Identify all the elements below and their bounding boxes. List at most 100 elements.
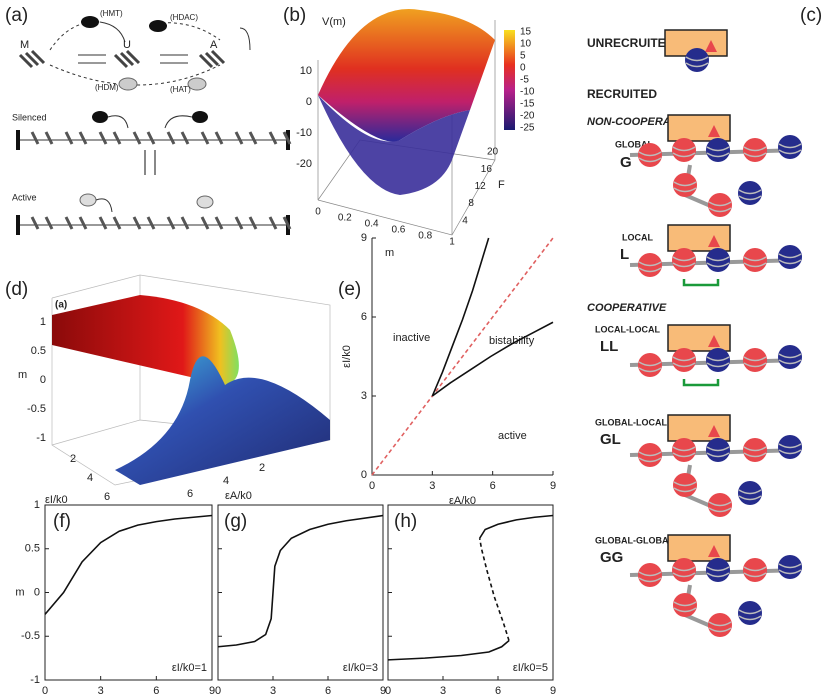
histone-stripe <box>708 621 732 633</box>
model-title: GLOBAL-LOCAL <box>595 417 667 427</box>
annotation: active <box>498 430 527 442</box>
colorbar-tick-label: -10 <box>520 87 535 98</box>
model-title: GLOBAL <box>615 139 653 149</box>
state-label: A <box>210 39 218 51</box>
panel-h: (h) <box>394 511 417 532</box>
histone-stripe <box>672 566 696 578</box>
nucleosomes <box>30 216 292 230</box>
reader-writer <box>667 114 731 142</box>
histone-stripe <box>706 356 730 368</box>
enzyme-label: (HAT) <box>170 85 191 94</box>
panel-c: (c) UNRECRUITED RECRUITED NON-COOPERATIV… <box>587 5 822 637</box>
histone-stripe <box>638 451 662 463</box>
section-title: UNRECRUITED <box>587 36 675 50</box>
x-tick-label: 0 <box>369 480 375 492</box>
model-label: GL <box>600 431 621 448</box>
histone-stripe <box>743 256 767 268</box>
annotation: bistability <box>489 335 535 347</box>
colorbar-tick-label: -25 <box>520 123 535 134</box>
panel-e: (e) inactive bistability active <box>338 279 535 442</box>
arrow <box>99 21 251 51</box>
model-label: L <box>620 246 629 263</box>
colorbar-tick-label: -20 <box>520 111 535 122</box>
y-tick-label: 8 <box>468 198 474 209</box>
histone-stripe <box>673 481 697 493</box>
nucleosomes <box>30 131 292 145</box>
histone-stripe <box>638 571 662 583</box>
curve <box>387 640 510 661</box>
contact <box>682 279 720 287</box>
row-label: Silenced <box>12 112 47 122</box>
histone-stripe <box>778 443 802 455</box>
colorbar-tick-label: -15 <box>520 99 535 110</box>
histone-stripe <box>672 146 696 158</box>
active-site <box>708 425 720 437</box>
enzyme <box>92 111 108 123</box>
y-tick-label: 0.5 <box>25 543 40 555</box>
inset-label: (a) <box>55 300 67 311</box>
reader-writer <box>667 324 731 352</box>
panel-label: (g) <box>224 511 247 532</box>
x-tick-label: 9 <box>550 685 556 697</box>
panel-label: (b) <box>283 5 306 26</box>
y-tick-label: 0 <box>361 469 367 481</box>
z-tick-label: -20 <box>296 158 312 170</box>
model-title: LOCAL <box>622 232 653 242</box>
x-tick-label: 0.8 <box>418 231 432 242</box>
colorbar-tick-label: 10 <box>520 39 532 50</box>
surface-upper <box>52 295 239 385</box>
y-tick-label: 2 <box>259 462 265 474</box>
x-tick-label: 0.6 <box>391 225 405 236</box>
panel-f: (f) <box>53 511 71 532</box>
y-tick-label: -0.5 <box>21 630 40 642</box>
x-tick-label: 2 <box>70 453 76 465</box>
y-axis-label: εI/k0 <box>341 345 353 368</box>
histone-stripe <box>778 253 802 265</box>
histone-stripe <box>743 356 767 368</box>
histone-stripe <box>738 189 762 201</box>
nucleosome <box>18 49 226 69</box>
histone-stripe <box>738 489 762 501</box>
histone-stripe <box>706 146 730 158</box>
panel-label: (e) <box>338 279 361 300</box>
z-tick-label: -1 <box>36 432 46 444</box>
z-tick-label: 0 <box>40 374 46 386</box>
x-tick-label: 9 <box>380 685 386 697</box>
x-tick-label: 1 <box>449 237 455 248</box>
histone-stripe <box>778 563 802 575</box>
colorbar <box>504 30 515 130</box>
histone-stripe <box>685 56 709 68</box>
histone-stripe <box>673 601 697 613</box>
enzyme <box>79 193 97 207</box>
panel-a: (a) M U A (HMT) (HDAC) (HDM) (HAT) Silen… <box>5 5 292 235</box>
colorbar-tick-label: 15 <box>520 27 532 38</box>
x-tick-label: 6 <box>490 480 496 492</box>
colorbar-tick-label: 5 <box>520 51 526 62</box>
z-tick-label: -0.5 <box>27 403 46 415</box>
histone-stripe <box>706 566 730 578</box>
y-tick-label: 20 <box>487 147 499 158</box>
model-label: G <box>620 154 632 171</box>
x-tick-label: 9 <box>550 480 556 492</box>
state-label: U <box>123 39 131 51</box>
y-tick-label: 16 <box>481 164 493 175</box>
active-site <box>708 545 720 557</box>
y-tick-label: 3 <box>361 390 367 402</box>
x-tick-label: 0 <box>215 685 221 697</box>
x-tick-label: 6 <box>153 685 159 697</box>
axis-label: m <box>18 369 27 381</box>
axes-box <box>51 274 331 486</box>
arrow <box>95 115 193 213</box>
colorbar-tick-label: 0 <box>520 63 526 74</box>
histone-stripe <box>638 151 662 163</box>
x-axis-label: εA/k0 <box>449 495 476 507</box>
enzyme <box>149 20 167 32</box>
y-tick-label: 12 <box>475 181 487 192</box>
curve <box>371 237 554 476</box>
panel-d: (d) (a) m εI/k0 εA/k0 <box>5 274 331 506</box>
reader-writer <box>667 534 731 562</box>
axis-label: m <box>385 247 394 259</box>
reader-writer <box>667 224 731 252</box>
model-label: GG <box>600 549 623 566</box>
annotation: εI/k0=3 <box>343 662 378 674</box>
